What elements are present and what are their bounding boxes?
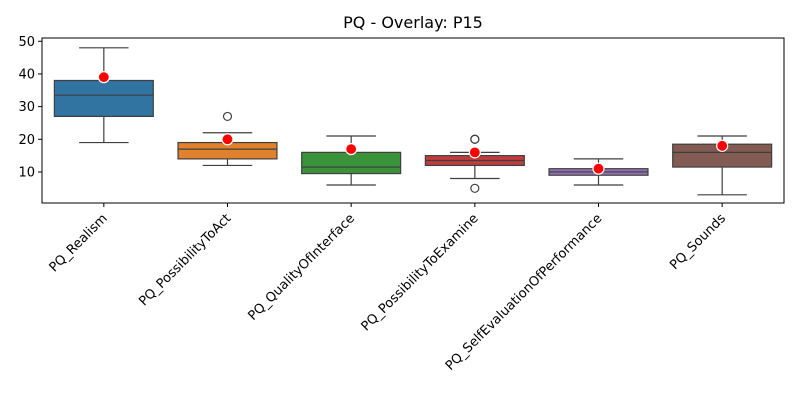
outlier-point — [470, 183, 480, 193]
y-tick-label-10: 10 — [18, 165, 35, 180]
y-tick-label-40: 40 — [18, 67, 35, 82]
x-tick-label-PQ_PossibilityToExamine: PQ_PossibilityToExamine — [359, 211, 482, 334]
iqr-box — [53, 79, 154, 118]
overlay-point — [468, 146, 481, 159]
y-tick-label-30: 30 — [18, 100, 35, 115]
x-tick-label-PQ_Realism: PQ_Realism — [47, 211, 111, 275]
outlier-point — [470, 134, 480, 144]
x-axis: PQ_Realism PQ_PossibilityToAct PQ_QualityO… — [47, 203, 729, 374]
x-tick-label-PQ_PossibilityToAct: PQ_PossibilityToAct — [136, 211, 234, 309]
overlay-point — [345, 142, 358, 156]
box-PQ_Realism — [53, 47, 154, 144]
overlay-point — [592, 162, 605, 175]
x-tick-label-PQ_Sounds: PQ_Sounds — [667, 211, 729, 273]
y-tick-label-20: 20 — [18, 133, 35, 148]
overlay-point — [97, 71, 110, 84]
y-axis: 10 20 30 40 50 — [18, 35, 42, 180]
box-PQ_Sounds — [672, 135, 773, 196]
box-PQ_SelfEvaluationOfPerformance — [548, 158, 649, 186]
iqr-box — [301, 151, 402, 175]
overlay-point — [221, 133, 234, 146]
box-PQ_PossibilityToExamine — [424, 134, 525, 193]
plot-frame — [41, 37, 785, 204]
chart-title: PQ - Overlay: P15 — [343, 13, 483, 32]
outlier-point — [222, 111, 233, 122]
y-tick-label-50: 50 — [18, 35, 35, 50]
plot-area — [53, 47, 773, 196]
box-PQ_PossibilityToAct — [177, 111, 278, 167]
box-PQ_QualityOfInterface — [301, 135, 402, 186]
x-tick-label-PQ_QualityOfInterface: PQ_QualityOfInterface — [246, 211, 358, 323]
overlay-point — [716, 139, 729, 152]
